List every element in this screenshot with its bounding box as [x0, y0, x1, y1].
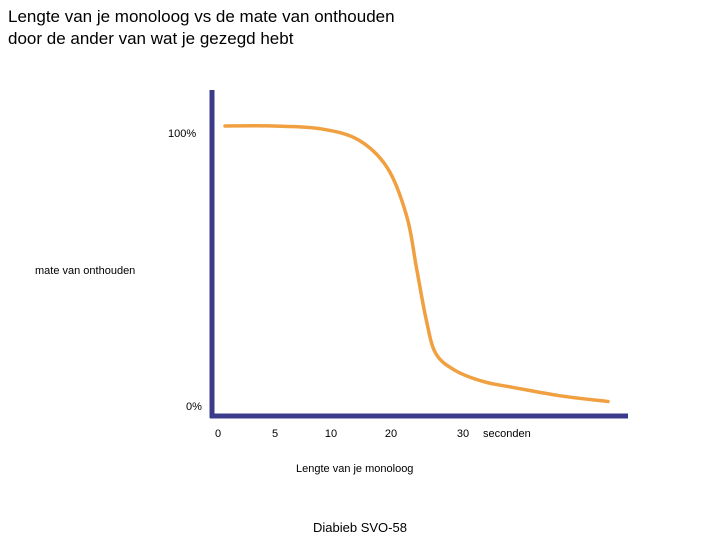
y-tick-label-100: 100%: [168, 128, 197, 140]
x-tick-label-20: 20: [384, 428, 398, 440]
chart-title: Lengte van je monoloog vs de mate van on…: [8, 7, 395, 48]
x-tick-label-0: 0: [214, 428, 222, 440]
x-axis-label: Lengte van je monoloog: [296, 463, 414, 475]
x-tick-label-30: 30: [456, 428, 470, 440]
footer-text: Diabieb SVO-58: [313, 520, 407, 535]
y-axis-label: mate van onthouden: [35, 265, 136, 277]
retention-curve-line: [223, 124, 610, 404]
x-tick-label-10: 10: [324, 428, 338, 440]
x-unit-label: seconden: [483, 428, 531, 440]
x-tick-label-5: 5: [271, 428, 279, 440]
y-tick-label-0: 0%: [186, 401, 202, 413]
